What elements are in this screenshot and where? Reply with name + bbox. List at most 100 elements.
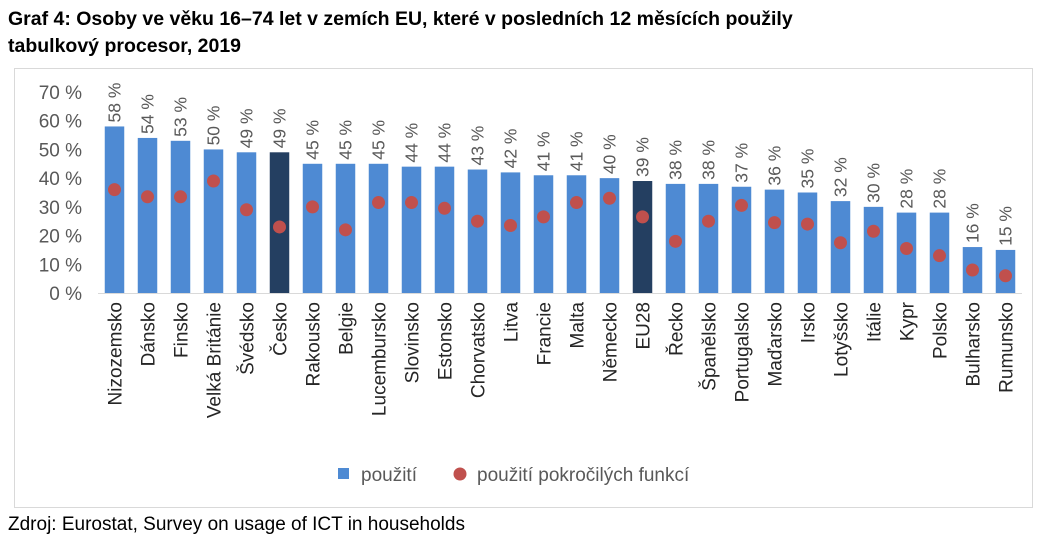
bar-5: [236, 152, 257, 293]
title-line-2: tabulkový procesor, 2019: [8, 35, 242, 57]
dot-5: [240, 203, 253, 217]
bar-22: [797, 192, 818, 293]
bar-20: [731, 186, 752, 293]
data-label: 15 %: [996, 206, 1016, 246]
category-label: Belgie: [337, 302, 358, 355]
category-label: Lotyšsko: [832, 302, 853, 377]
category-label: Lucembursko: [370, 302, 391, 416]
data-label: 35 %: [798, 149, 818, 189]
dot-8: [339, 223, 352, 237]
dot-4: [207, 174, 220, 188]
dot-16: [603, 191, 616, 205]
category-label: Portugalsko: [733, 302, 754, 402]
data-label: 49 %: [270, 108, 290, 148]
y-tick-label: 0 %: [49, 284, 82, 305]
legend-dot-swatch: [453, 467, 467, 481]
bar-3: [170, 140, 191, 293]
category-label: Itálie: [865, 302, 886, 342]
data-label: 45 %: [303, 120, 323, 160]
dot-28: [999, 269, 1012, 283]
category-label: Švédsko: [237, 302, 259, 375]
category-label: Litva: [502, 302, 523, 343]
data-label: 53 %: [171, 97, 191, 137]
dot-3: [174, 190, 187, 204]
dot-19: [702, 214, 715, 228]
dot-15: [570, 196, 583, 210]
bar-15: [566, 175, 587, 293]
data-label: 58 %: [105, 83, 125, 123]
data-label: 39 %: [633, 137, 653, 177]
category-label: Bulharsko: [964, 302, 985, 387]
category-label: Polsko: [931, 302, 952, 359]
category-label: Slovinsko: [403, 302, 424, 383]
bar-10: [401, 166, 422, 293]
category-label: Německo: [601, 302, 622, 382]
dot-13: [504, 219, 517, 233]
category-label: Nizozemsko: [106, 302, 127, 405]
dot-20: [735, 198, 748, 212]
y-tick-label: 50 %: [39, 140, 82, 161]
dot-18: [669, 234, 682, 248]
category-label: Chorvatsko: [469, 302, 490, 398]
bar-16: [599, 178, 620, 293]
bar-24: [863, 206, 884, 293]
data-label: 38 %: [666, 140, 686, 180]
category-label: Španělsko: [699, 302, 721, 391]
dot-10: [405, 196, 418, 210]
bar-11: [434, 166, 455, 293]
bar-12: [467, 169, 488, 293]
category-label: Rakousko: [304, 302, 325, 387]
category-label: Irsko: [799, 302, 820, 343]
data-label: 30 %: [864, 163, 884, 203]
y-tick-label: 30 %: [39, 198, 82, 219]
title-line-1: Graf 4: Osoby ve věku 16–74 let v zemích…: [8, 8, 793, 30]
data-label: 42 %: [501, 129, 521, 169]
category-label: Česko: [270, 302, 292, 356]
dot-11: [438, 201, 451, 215]
dot-24: [867, 224, 880, 238]
category-label: Rumunsko: [997, 302, 1018, 393]
bar-1: [104, 126, 125, 293]
category-label: Estonsko: [436, 302, 457, 380]
y-tick-label: 60 %: [39, 112, 82, 133]
y-tick-label: 20 %: [39, 227, 82, 248]
chart-title: Graf 4: Osoby ve věku 16–74 let v zemích…: [8, 6, 1033, 60]
source-note: Zdroj: Eurostat, Survey on usage of ICT …: [8, 514, 465, 535]
bar-14: [533, 175, 554, 293]
category-label: Maďarsko: [766, 302, 787, 387]
data-label: 49 %: [237, 108, 257, 148]
data-label: 38 %: [699, 140, 719, 180]
dot-6: [273, 220, 286, 234]
data-label: 44 %: [402, 123, 422, 163]
dot-26: [933, 249, 946, 263]
dot-1: [108, 183, 121, 197]
dot-14: [537, 210, 550, 224]
category-label: Dánsko: [139, 302, 160, 366]
data-label: 16 %: [963, 203, 983, 243]
category-label: Malta: [568, 302, 589, 349]
bar-17: [632, 181, 653, 293]
data-label: 28 %: [897, 169, 917, 209]
category-label: Kypr: [898, 301, 919, 341]
dot-22: [801, 217, 814, 231]
y-tick-label: 70 %: [39, 83, 82, 104]
data-label: 45 %: [369, 120, 389, 160]
category-label: Velká Británie: [205, 302, 226, 418]
data-label: 36 %: [765, 146, 785, 186]
bar-19: [698, 183, 719, 293]
legend-label-usage: použití: [361, 465, 418, 486]
bar-4: [203, 149, 224, 293]
data-label: 41 %: [534, 131, 554, 171]
dot-23: [834, 236, 847, 250]
dot-12: [471, 214, 484, 228]
bar-21: [764, 189, 785, 293]
bar-2: [137, 137, 158, 293]
data-label: 32 %: [831, 157, 851, 197]
legend-bar-swatch: [338, 468, 349, 479]
data-label: 40 %: [600, 134, 620, 174]
dot-27: [966, 263, 979, 277]
dot-2: [141, 190, 154, 204]
bar-9: [368, 163, 389, 293]
category-label: Francie: [535, 302, 556, 365]
